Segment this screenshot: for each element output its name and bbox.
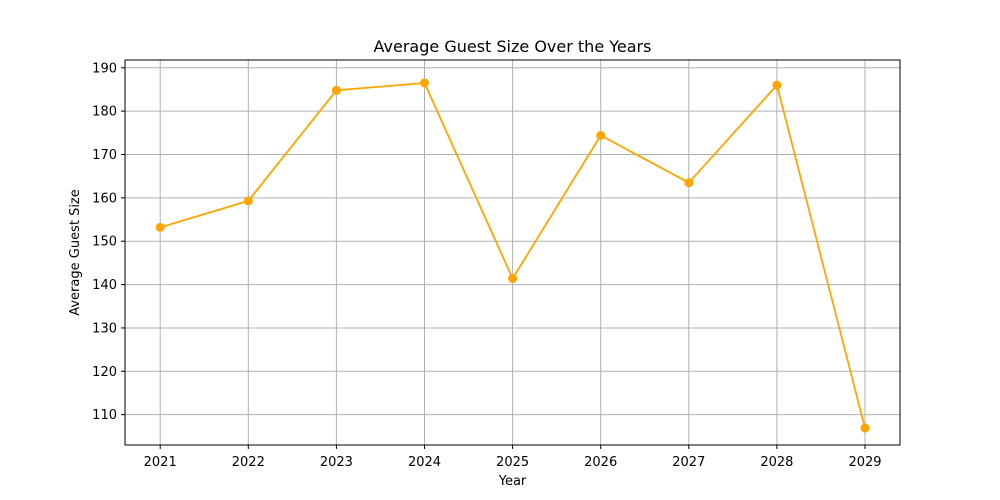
- data-point: [772, 80, 782, 90]
- y-tick-label: 110: [92, 408, 117, 423]
- x-tick-label: 2026: [584, 455, 617, 470]
- data-point: [860, 423, 870, 433]
- y-tick-label: 120: [92, 365, 117, 380]
- series-layer: [155, 78, 870, 433]
- data-point: [684, 178, 694, 188]
- x-tick-label: 2025: [496, 455, 529, 470]
- data-point: [155, 222, 165, 232]
- y-tick-label: 190: [92, 61, 117, 76]
- x-axis-ticks: 2021 2022 2023 2024 2025 2026 2027 2028 2029: [144, 445, 882, 470]
- y-axis-label: Average Guest Size: [68, 189, 83, 316]
- y-tick-label: 150: [92, 235, 117, 250]
- x-tick-label: 2021: [144, 455, 177, 470]
- data-point: [420, 78, 429, 88]
- x-tick-label: 2024: [408, 455, 441, 470]
- y-tick-label: 180: [92, 105, 117, 120]
- y-tick-label: 160: [92, 191, 117, 206]
- data-point: [331, 85, 341, 95]
- x-tick-label: 2029: [848, 455, 881, 470]
- x-tick-label: 2022: [232, 455, 265, 470]
- data-point: [508, 274, 518, 284]
- data-point: [596, 130, 606, 140]
- y-tick-label: 140: [92, 278, 117, 293]
- x-tick-label: 2027: [672, 455, 705, 470]
- x-tick-label: 2028: [760, 455, 793, 470]
- data-point: [243, 196, 253, 206]
- y-tick-label: 170: [92, 148, 117, 163]
- y-tick-label: 130: [92, 321, 117, 336]
- grid: [125, 60, 900, 445]
- x-axis-label: Year: [498, 474, 527, 489]
- y-axis-ticks: 110 120 130 140 150 160 170 180 190: [92, 61, 125, 423]
- chart-title: Average Guest Size Over the Years: [374, 37, 652, 56]
- x-tick-label: 2023: [320, 455, 353, 470]
